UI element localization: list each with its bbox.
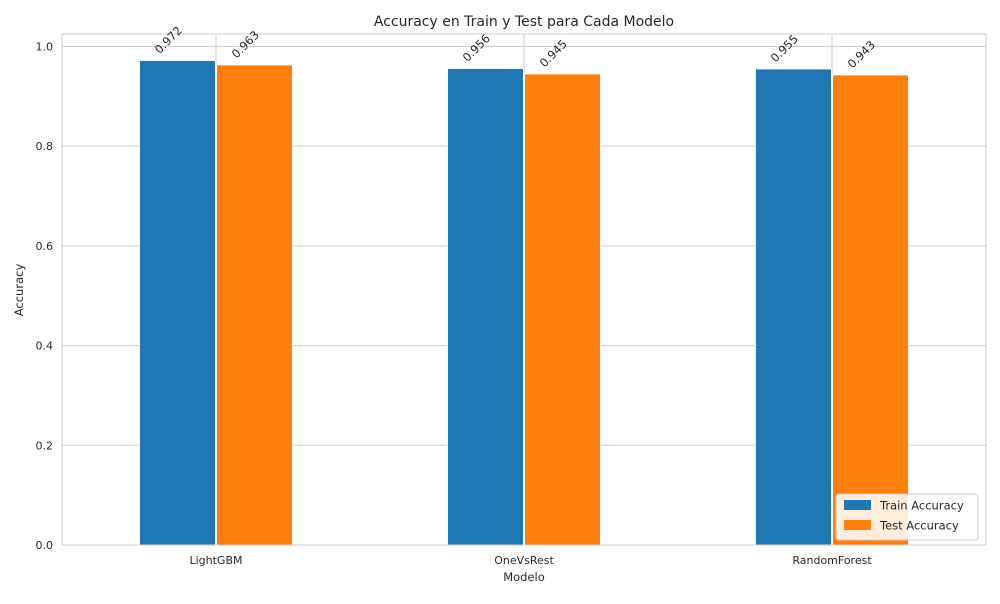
y-tick-label: 0.6 xyxy=(36,240,54,253)
ticks-layer: 0.0 0.2 0.4 0.6 0.8 1.0 LightGBM OneVsRest Rando… xyxy=(36,40,873,567)
bar-test-randomforest xyxy=(832,74,909,546)
bars-layer xyxy=(139,59,909,546)
x-tick-label: RandomForest xyxy=(792,554,872,567)
x-axis-label: Modelo xyxy=(503,570,545,584)
y-tick-label: 0.0 xyxy=(36,539,54,552)
y-axis-label: Accuracy xyxy=(12,264,26,317)
y-tick-label: 1.0 xyxy=(36,40,54,53)
legend-box xyxy=(835,493,979,541)
legend-label-test: Test Accuracy xyxy=(879,519,959,533)
bar-train-lightgbm xyxy=(139,59,216,546)
data-label: 0.956 xyxy=(460,31,493,64)
legend: Train Accuracy Test Accuracy xyxy=(835,493,979,541)
x-tick-label: LightGBM xyxy=(189,554,242,567)
bar-train-onevsrest xyxy=(447,67,524,546)
data-label: 0.943 xyxy=(845,38,878,71)
labels-layer: 0.972 0.956 0.955 0.963 0.945 0.943 xyxy=(152,23,878,71)
legend-swatch-test xyxy=(844,520,871,530)
legend-label-train: Train Accuracy xyxy=(879,499,964,513)
bar-test-onevsrest xyxy=(524,73,601,546)
y-tick-label: 0.4 xyxy=(36,340,54,353)
data-label: 0.972 xyxy=(152,23,185,56)
bar-test-lightgbm xyxy=(216,64,293,546)
data-label: 0.945 xyxy=(537,37,570,70)
data-label: 0.963 xyxy=(229,28,262,61)
data-label: 0.955 xyxy=(768,32,801,65)
axes-frame xyxy=(61,33,987,546)
chart-title: Accuracy en Train y Test para Cada Model… xyxy=(374,14,674,30)
y-tick-label: 0.8 xyxy=(36,140,54,153)
x-tick-label: OneVsRest xyxy=(494,554,554,567)
legend-swatch-train xyxy=(844,500,871,510)
y-tick-label: 0.2 xyxy=(36,439,54,452)
bar-train-randomforest xyxy=(755,68,832,546)
